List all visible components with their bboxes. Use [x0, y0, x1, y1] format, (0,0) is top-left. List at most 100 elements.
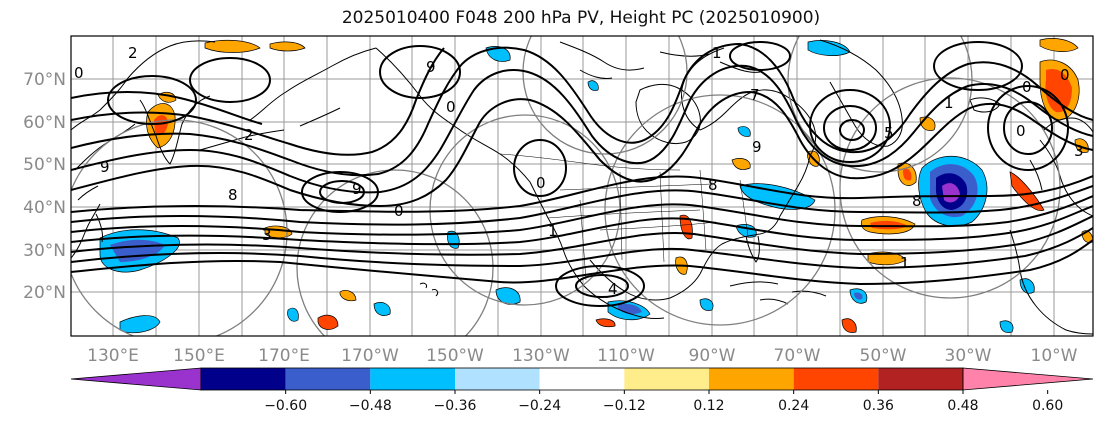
colorbar-tick-label: −0.24	[518, 398, 561, 414]
lon-label: 30°W	[945, 346, 992, 366]
contour-label: 0	[74, 64, 84, 82]
contour-label: 8	[708, 176, 718, 194]
colorbar-tick-label: 0.12	[693, 398, 724, 414]
pv-negative-patch	[485, 46, 511, 62]
contour-label: 9	[100, 158, 110, 176]
contour-label: 9	[352, 180, 362, 198]
contour-label: 1	[900, 254, 910, 272]
pv-positive-patch	[867, 251, 907, 266]
colorbar-extend-high	[962, 367, 1094, 391]
contour-closed	[319, 180, 365, 204]
pv-negative-patch	[587, 80, 599, 91]
coastline-gulf	[699, 155, 811, 275]
political-borders	[499, 153, 749, 281]
contour-label: 8	[912, 192, 922, 210]
pv-positive-patch	[317, 314, 339, 330]
contour-closed	[107, 75, 197, 125]
contour-label: 0	[394, 202, 404, 220]
contour-label: 0	[446, 98, 456, 116]
contour-label: 5	[884, 124, 894, 142]
colorbar-tick-label: −0.12	[603, 398, 646, 414]
pc-circle	[604, 94, 836, 326]
lon-label: 170°W	[341, 346, 399, 366]
pv-negative-patch	[495, 287, 521, 305]
lat-label: 30°N	[23, 241, 66, 261]
pv-negative-core	[942, 183, 960, 203]
colorbar-tick-label: 0.60	[1032, 398, 1063, 414]
pv-positive-patch	[269, 41, 306, 52]
contour-labels: 0 2 2 9 8 9 0 3 9 0 0 1 4 8 9 7 5 8 1 1 …	[74, 44, 1084, 298]
coastline-hawaii	[419, 282, 439, 297]
coastline-canada-west	[375, 47, 549, 219]
contour-closed	[987, 85, 1069, 171]
contour-closed	[1003, 101, 1053, 155]
contour-label: 4	[608, 280, 618, 298]
contour-label: 2	[128, 44, 138, 62]
contour-closed	[729, 41, 791, 71]
contour-label: 3	[1074, 142, 1084, 160]
pv-positive-patch	[1009, 171, 1045, 212]
pv-negative-patch	[737, 126, 751, 137]
contour-label: 3	[262, 226, 272, 244]
coastline-alaska	[199, 47, 377, 151]
pv-negative-patch	[699, 298, 714, 311]
colorbar-segment	[709, 368, 794, 390]
colorbar-tick-label: 0.36	[863, 398, 894, 414]
lat-label: 20°N	[23, 283, 66, 303]
contour-label: 0	[1060, 66, 1070, 84]
colorbar-tick-label: 0.24	[778, 398, 809, 414]
pv-positive-core	[903, 168, 912, 181]
contour-closed	[301, 171, 379, 213]
lon-label: 50°W	[860, 346, 907, 366]
lon-label: 170°E	[258, 346, 310, 366]
pc-circle	[787, 36, 973, 173]
pv-anomaly-shading	[99, 38, 1093, 334]
colorbar-extend-low	[70, 367, 202, 391]
contour-label: 9	[426, 58, 436, 76]
lon-label: 110°W	[597, 346, 655, 366]
colorbar-tick-label: 0.48	[947, 398, 978, 414]
colorbar-segment	[201, 368, 286, 390]
contour-closed	[575, 274, 629, 298]
coastline-us-west	[547, 217, 665, 319]
lat-label: 40°N	[23, 198, 66, 218]
pv-negative-patch	[1019, 278, 1035, 294]
contour-label: 1	[548, 222, 558, 240]
coastline-greenland	[819, 39, 903, 147]
contour-label: 0	[536, 174, 546, 192]
colorbar-tick-label: −0.48	[349, 398, 392, 414]
colorbar-outline	[200, 367, 964, 391]
colorbar-segment	[624, 368, 709, 390]
contour-closed	[513, 139, 567, 197]
contour-label: 0	[1022, 78, 1032, 96]
colorbar-segment	[370, 368, 455, 390]
coastline-caribbean	[729, 281, 827, 305]
pv-positive-patch	[731, 158, 751, 170]
contour-label: 2	[244, 126, 254, 144]
contour-closed	[823, 105, 877, 151]
pv-positive-patch	[841, 318, 857, 333]
lon-label: 10°W	[1031, 346, 1078, 366]
map-title: 2025010400 F048 200 hPa PV, Height PC (2…	[341, 8, 821, 28]
lon-label: 90°W	[689, 346, 736, 366]
pv-negative-core	[854, 292, 863, 300]
lon-label: 70°W	[774, 346, 821, 366]
contour-label: 8	[228, 186, 238, 204]
contour-label: 1	[944, 94, 954, 112]
latitude-labels: 70°N 60°N 50°N 40°N 30°N 20°N	[23, 70, 66, 303]
contour-closed	[379, 45, 461, 99]
contour-label: 9	[752, 138, 762, 156]
pv-negative-patch	[373, 302, 391, 316]
pv-positive-patch	[595, 318, 616, 328]
pc-circle	[296, 169, 494, 336]
lon-label: 150°E	[173, 346, 225, 366]
contour-closed	[555, 265, 645, 307]
contour-closed	[189, 57, 271, 103]
map-frame	[70, 35, 1094, 337]
contour-closed	[933, 41, 1023, 91]
colorbar-segment	[793, 368, 879, 390]
lat-label: 70°N	[23, 70, 66, 90]
height-pc-contours	[71, 41, 1093, 307]
colorbar-tick-label: −0.36	[434, 398, 477, 414]
